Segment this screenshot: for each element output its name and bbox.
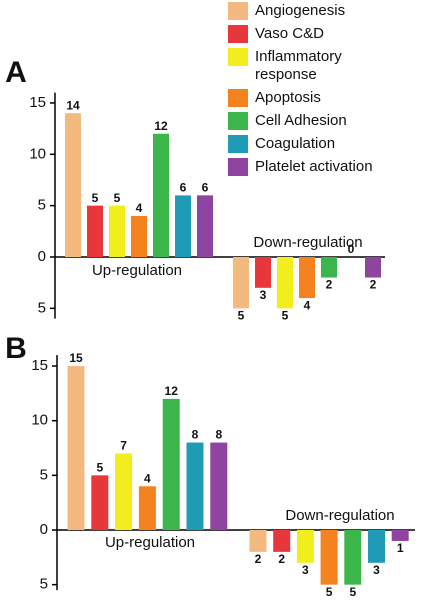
legend-item: Angiogenesis [228,2,425,20]
legend-swatch [228,2,248,20]
legend-item: Inflammatory response [228,48,425,84]
y-tick-label: 5 [38,299,46,316]
bar [138,486,156,530]
bar [233,257,249,309]
value-label: 5 [238,309,245,323]
bar [115,453,133,530]
group-label: Up-regulation [92,262,182,279]
bar [320,530,338,585]
bar [162,398,180,530]
value-label: 5 [96,461,103,475]
legend-swatch [228,112,248,130]
legend: Angiogenesis Vaso C&D Inflammatory respons… [228,2,425,181]
y-tick-label: 15 [31,357,48,374]
y-tick-label: 0 [38,248,46,265]
y-tick-label: 0 [40,521,48,538]
bar [197,195,213,257]
value-label: 12 [165,384,179,398]
panel-label: A [5,56,27,89]
group-label: Down-regulation [253,234,362,251]
value-label: 2 [278,552,285,566]
bar [175,195,191,257]
value-label: 2 [326,278,333,292]
group-label: Up-regulation [105,534,195,551]
legend-label: Inflammatory response [255,48,342,83]
y-tick-label: 15 [29,94,46,111]
bar [296,530,314,563]
bar [365,257,381,278]
legend-swatch [228,25,248,43]
value-label: 3 [373,563,380,577]
bar [109,205,125,257]
legend-swatch [228,48,248,66]
value-label: 4 [144,471,151,485]
value-label: 8 [192,428,199,442]
bar [67,366,85,530]
value-label: 15 [69,351,83,365]
value-label: 5 [114,191,121,205]
bar [153,133,169,257]
value-label: 14 [66,98,80,112]
bar [321,257,337,278]
value-label: 3 [260,288,267,302]
value-label: 5 [282,309,289,323]
bar [344,530,362,585]
legend-label: Vaso C&D [255,25,324,42]
bar [87,205,103,257]
value-label: 5 [92,191,99,205]
value-label: 2 [255,552,262,566]
legend-label: Apoptosis [255,89,321,106]
group-label: Down-regulation [285,507,394,524]
legend-item: Apoptosis [228,89,425,107]
value-label: 7 [120,439,127,453]
y-tick-label: 5 [38,197,46,214]
legend-item: Platelet activation [228,158,425,176]
legend-label: Platelet activation [255,158,373,175]
bar [65,113,81,257]
value-label: 4 [304,298,311,312]
legend-item: Coagulation [228,135,425,153]
legend-swatch [228,158,248,176]
value-label: 5 [349,585,356,599]
value-label: 0 [348,242,355,256]
bar [186,442,204,530]
value-label: 6 [202,181,209,195]
y-tick-label: 10 [31,412,48,429]
bar [131,215,147,257]
value-label: 3 [302,563,309,577]
value-label: 8 [215,428,222,442]
bar [368,530,385,563]
bar [210,442,228,530]
legend-label: Coagulation [255,135,336,152]
bar [273,530,291,552]
value-label: 5 [326,585,333,599]
value-label: 6 [180,181,187,195]
legend-label: Angiogenesis [255,2,346,19]
bar [91,475,109,530]
value-label: 4 [136,201,143,215]
y-tick-label: 10 [29,145,46,162]
value-label: 2 [370,278,377,292]
y-tick-label: 5 [40,576,48,593]
legend-item: Cell Adhesion [228,112,425,130]
bar [255,257,271,288]
legend-swatch [228,89,248,107]
bar [249,530,267,552]
legend-label: Cell Adhesion [255,112,347,129]
bar [277,257,293,309]
y-tick-label: 5 [40,466,48,483]
bar [391,530,409,541]
legend-item: Vaso C&D [228,25,425,43]
value-label: 12 [154,119,168,133]
legend-swatch [228,135,248,153]
panel-label: B [5,332,27,365]
value-label: 1 [397,541,404,555]
bar [299,257,315,299]
